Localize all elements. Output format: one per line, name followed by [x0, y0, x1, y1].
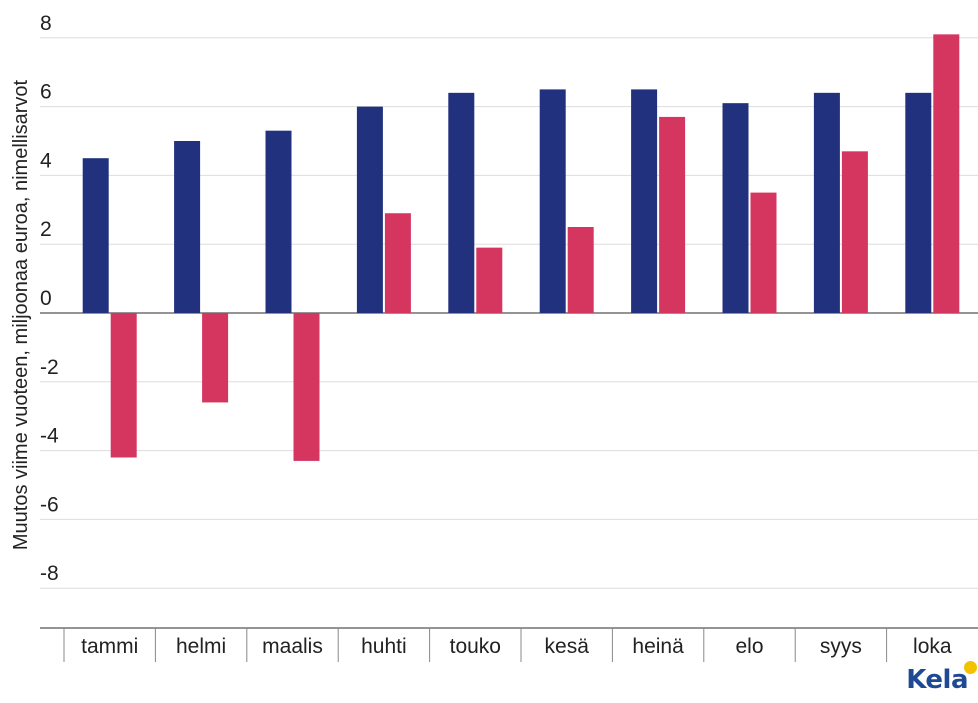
- y-tick-labels: 8 6 4 2 0 -2 -4 -6 -8: [40, 12, 59, 585]
- bar-series-2: [567, 227, 594, 313]
- bar-series-2: [659, 116, 686, 313]
- bar-series-1: [356, 106, 383, 313]
- bar-series-1: [174, 141, 201, 313]
- y-tick-label: -4: [40, 425, 59, 448]
- bar-series-2: [202, 313, 229, 403]
- y-tick-label: 4: [40, 149, 52, 172]
- bar-series-2: [110, 313, 137, 458]
- bar-series-2: [841, 151, 868, 313]
- bar-series-2: [293, 313, 320, 461]
- logo-text: Kela: [906, 665, 968, 695]
- bar-series-1: [82, 158, 109, 313]
- bar-series-1: [265, 130, 292, 313]
- bar-series-2: [933, 34, 960, 314]
- x-tick-label: touko: [450, 635, 501, 658]
- x-tick-label: syys: [820, 635, 862, 658]
- x-tick-label: helmi: [176, 635, 226, 658]
- y-tick-label: -2: [40, 356, 59, 379]
- kela-logo: Kela: [906, 661, 977, 695]
- bar-series-1: [813, 92, 840, 313]
- x-tick-label: huhti: [361, 635, 407, 658]
- x-tick-label: kesä: [545, 635, 590, 658]
- x-tick-label: heinä: [632, 635, 684, 658]
- bars: [82, 34, 960, 461]
- bar-series-1: [905, 92, 932, 313]
- bar-series-1: [539, 89, 566, 314]
- bar-series-2: [476, 247, 503, 313]
- x-axis: tammi helmi maalis huhti touko kesä heinä elo sy…: [40, 627, 978, 662]
- x-tick-label: tammi: [81, 635, 138, 658]
- y-tick-label: 2: [40, 218, 52, 241]
- logo-dot-icon: [964, 661, 977, 674]
- x-tick-label: maalis: [262, 635, 323, 658]
- y-axis-label: Muutos viime vuoteen, miljoonaa euroa, n…: [10, 79, 32, 550]
- y-tick-label: -8: [40, 562, 59, 585]
- bar-series-1: [631, 89, 658, 314]
- bar-series-1: [448, 92, 475, 313]
- x-tick-label: loka: [913, 635, 952, 658]
- y-tick-label: 6: [40, 81, 52, 104]
- bar-series-2: [750, 192, 777, 313]
- x-tick-label: elo: [735, 635, 763, 658]
- bar-series-2: [384, 213, 411, 313]
- y-tick-label: -6: [40, 493, 59, 516]
- bar-series-1: [722, 103, 749, 313]
- y-tick-label: 8: [40, 12, 52, 35]
- y-tick-label: 0: [40, 287, 52, 310]
